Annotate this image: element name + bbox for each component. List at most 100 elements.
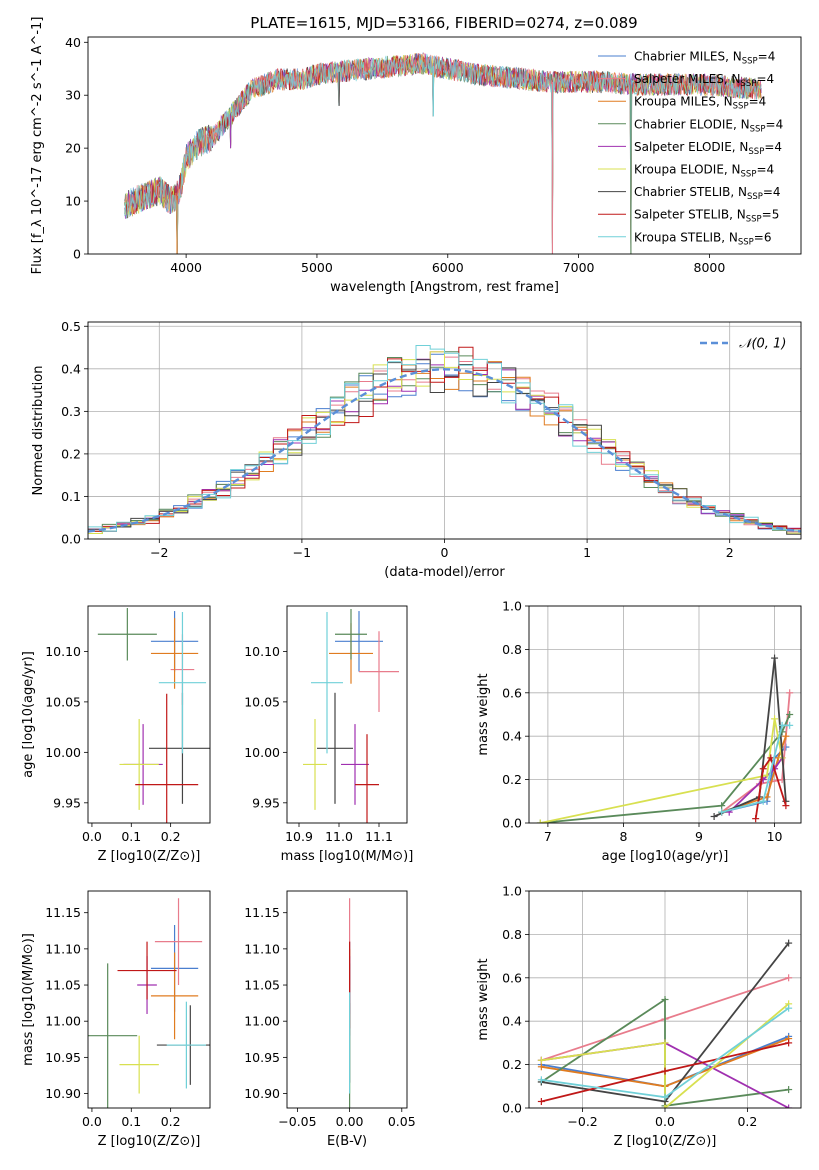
y-axis-label: mass [log10(M/M⊙)] (21, 933, 36, 1066)
y-tick-label: 10.10 (45, 644, 81, 659)
y-axis-label: Flux [f_λ 10^-17 erg cm^-2 s^-1 A^-1] (30, 17, 45, 275)
y-tick-label: 10.00 (244, 745, 280, 760)
y-tick-label: 11.15 (244, 905, 280, 920)
x-tick-label: 7 (544, 829, 552, 844)
axes-frame (286, 890, 408, 1109)
x-axis-label: Z [log10(Z/Z⊙)] (98, 849, 201, 864)
y-tick-label: 0.3 (61, 404, 81, 419)
x-tick-label: 5000 (301, 260, 333, 275)
x-tick-label: −0.05 (278, 1114, 316, 1129)
errorbar-point (119, 719, 159, 810)
y-axis-label: mass weight (476, 958, 491, 1040)
x-tick-label: −2 (150, 545, 168, 560)
y-tick-label: 30 (65, 88, 81, 103)
errorbar-point (166, 1001, 207, 1089)
y-tick-label: 9.95 (53, 795, 81, 810)
x-tick-label: 4000 (170, 260, 202, 275)
y-tick-label: 1.0 (502, 599, 522, 614)
x-tick-label: 0.0 (82, 1114, 102, 1129)
x-tick-label: 2 (726, 545, 734, 560)
legend-residual: 𝒩(0, 1) (700, 337, 786, 352)
y-tick-label: 0.0 (502, 816, 522, 831)
x-tick-label: 0.1 (121, 829, 141, 844)
y-tick-label: 0.4 (502, 729, 522, 744)
axes-frame (87, 321, 802, 540)
x-tick-label: 0.1 (121, 1114, 141, 1129)
x-tick-label: 8 (619, 829, 627, 844)
legend-label: Salpeter ELODIE, NSSP=4 (634, 140, 782, 157)
errorbar-point (150, 618, 199, 689)
y-tick-label: 10.95 (244, 1050, 280, 1065)
errorbar-point (311, 612, 343, 754)
legend-label: Chabrier STELIB, NSSP=4 (634, 185, 781, 202)
errorbar-point (97, 608, 157, 661)
plot-area-age_vs_Z (97, 608, 210, 823)
y-tick-label: 11.00 (244, 1014, 280, 1029)
legend-label: 𝒩(0, 1) (739, 337, 786, 352)
errorbar-point (359, 631, 399, 712)
axes-frame (528, 890, 802, 1109)
x-tick-label: 0.2 (161, 1114, 181, 1129)
y-tick-label: 11.05 (45, 978, 81, 993)
y-tick-label: 9.95 (252, 795, 280, 810)
y-tick-label: 11.10 (45, 941, 81, 956)
y-tick-label: 10.10 (244, 644, 280, 659)
y-tick-label: 10.90 (45, 1086, 81, 1101)
normal-curve (88, 368, 801, 533)
x-axis-label: age [log10(age/yr)] (602, 849, 729, 864)
weight-series-4 (728, 757, 783, 813)
errorbar-point (117, 941, 177, 1000)
x-axis-label: Z [log10(Z/Z⊙)] (614, 1134, 717, 1149)
axes-frame (286, 605, 408, 824)
x-tick-label: 7000 (563, 260, 595, 275)
x-axis-label: mass [log10(M/M⊙)] (281, 849, 414, 864)
x-tick-label: 0 (441, 545, 449, 560)
weight-series-5 (540, 718, 783, 823)
y-tick-label: 0.1 (61, 489, 81, 504)
y-tick-label: 20 (65, 141, 81, 156)
legend-label: Salpeter MILES, NSSP=4 (634, 72, 774, 89)
y-tick-label: 0.6 (502, 685, 522, 700)
y-tick-label: 0.2 (502, 772, 522, 787)
weight-series-7 (754, 755, 787, 819)
y-tick-label: 40 (65, 35, 81, 50)
plot-area-mass_weight_vs_Z (537, 939, 793, 1108)
errorbar-point (150, 952, 199, 1040)
errorbar-point (119, 1035, 159, 1094)
x-tick-label: 0.2 (737, 1114, 757, 1129)
legend-label: Salpeter STELIB, NSSP=5 (634, 208, 779, 225)
panels: 4000 5000 6000 7000 8000010203040wavelength … (21, 17, 802, 1149)
y-tick-label: 11.10 (244, 941, 280, 956)
x-axis-label: E(B-V) (327, 1134, 367, 1149)
legend-label: Kroupa ELODIE, NSSP=4 (634, 163, 774, 180)
axes-frame (528, 605, 802, 824)
errorbar-point (335, 609, 367, 660)
errorbar-point (355, 734, 379, 823)
x-axis-label: wavelength [Angstrom, rest frame] (330, 280, 559, 295)
y-tick-label: 10.05 (244, 694, 280, 709)
x-tick-label: 0.0 (82, 829, 102, 844)
y-tick-label: 0.6 (502, 970, 522, 985)
plot-area-residuals (88, 345, 801, 539)
panel-mass_weight_vs_age: 7 8 9 10 0.0 0.2 0.4 0.6 0.8 1.0 age [log10(age/yr… (476, 599, 802, 864)
weight-series-5 (541, 1003, 790, 1108)
errorbar-point (303, 719, 327, 810)
y-tick-label: 11.15 (45, 905, 81, 920)
y-tick-label: 0.0 (502, 1101, 522, 1116)
panel-residuals: −2 −1 0 1 2 0.0 0.1 0.2 0.3 0.4 0.5 (data-model)/er… (31, 319, 802, 580)
y-tick-label: 1.0 (502, 884, 522, 899)
legend-label: Kroupa MILES, NSSP=4 (634, 95, 766, 112)
y-tick-label: 0.4 (61, 361, 81, 376)
panel-mass_vs_ebv: −0.05 0.00 0.05 10.90 10.95 11.00 11.05 11.10 11… (244, 890, 416, 1149)
x-tick-label: 11.1 (365, 829, 393, 844)
y-tick-label: 0.8 (502, 642, 522, 657)
y-tick-label: 0 (73, 247, 81, 262)
errorbar-point (317, 692, 353, 804)
y-axis-label: Normed distribution (31, 366, 46, 496)
y-tick-label: 10.95 (45, 1050, 81, 1065)
errorbar-point (154, 898, 203, 986)
y-tick-label: 10 (65, 194, 81, 209)
axes-frame (87, 36, 802, 255)
x-tick-label: 8000 (694, 260, 726, 275)
